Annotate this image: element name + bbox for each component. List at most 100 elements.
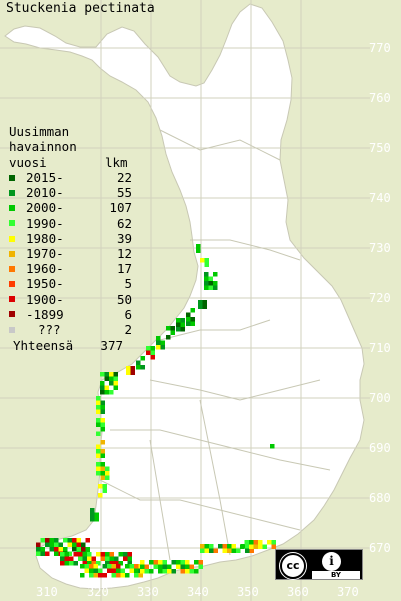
cc-icon: cc: [280, 553, 306, 579]
observation-cell: [85, 538, 90, 543]
observation-cell: [109, 376, 114, 381]
observation-cell: [78, 552, 83, 557]
observation-cell: [54, 547, 59, 552]
observation-cell: [82, 556, 87, 561]
observation-cell: [236, 548, 241, 553]
observation-cell: [140, 356, 145, 361]
observation-cell: [81, 542, 86, 547]
observation-cell: [249, 544, 254, 549]
observation-cell: [109, 552, 114, 557]
observation-cell: [213, 285, 218, 290]
legend-count: 12: [116, 246, 132, 262]
observation-cell: [36, 542, 41, 547]
observation-cell: [190, 317, 195, 322]
cc-by-license-badge[interactable]: cc i BY: [275, 549, 363, 580]
observation-cell: [107, 568, 112, 573]
observation-cell: [249, 548, 254, 553]
observation-cell: [170, 326, 175, 331]
x-tick-label: 350: [237, 585, 259, 599]
observation-cell: [153, 560, 158, 565]
observation-cell: [245, 544, 250, 549]
legend-label: 2000-: [26, 200, 64, 216]
observation-cell: [107, 564, 112, 569]
observation-cell: [158, 560, 163, 565]
observation-cell: [202, 304, 207, 309]
observation-cell: [156, 340, 161, 345]
observation-cell: [100, 449, 105, 454]
observation-cell: [227, 544, 232, 549]
observation-cell: [271, 544, 276, 549]
observation-cell: [253, 544, 258, 549]
observation-cell: [167, 564, 172, 569]
y-tick-label: 680: [369, 491, 391, 505]
observation-cell: [218, 544, 223, 549]
observation-cell: [105, 561, 110, 566]
observation-cell: [150, 350, 155, 355]
observation-cell: [64, 552, 69, 557]
observation-cell: [45, 551, 50, 556]
observation-cell: [200, 548, 205, 553]
observation-cell: [150, 355, 155, 360]
y-tick-label: 670: [369, 541, 391, 555]
observation-cell: [140, 560, 145, 565]
observation-cell: [204, 548, 209, 553]
observation-cell: [150, 346, 155, 351]
observation-cell: [209, 544, 214, 549]
observation-cell: [146, 346, 151, 351]
observation-cell: [49, 547, 54, 552]
observation-cell: [189, 569, 194, 574]
legend-item: 1990- 62: [9, 216, 132, 231]
observation-cell: [40, 547, 45, 552]
observation-cell: [96, 431, 101, 436]
observation-cell: [36, 551, 41, 556]
observation-cell: [96, 418, 101, 423]
legend-count: 62: [116, 215, 132, 231]
observation-cell: [87, 552, 92, 557]
observation-cell: [158, 564, 163, 569]
legend-count: 50: [116, 291, 132, 307]
legend-swatch: [9, 235, 15, 242]
observation-cell: [90, 512, 95, 517]
observation-cell: [185, 564, 190, 569]
observation-cell: [180, 322, 185, 327]
observation-cell: [162, 569, 167, 574]
observation-cell: [180, 327, 185, 332]
x-tick-label: 360: [287, 585, 309, 599]
observation-cell: [127, 561, 132, 566]
legend-total-label: Yhteensä: [13, 338, 74, 354]
observation-cell: [208, 285, 213, 290]
observation-cell: [93, 573, 98, 578]
observation-cell: [198, 300, 203, 305]
observation-cell: [200, 258, 205, 263]
observation-cell: [96, 471, 101, 476]
legend-item: 1960- 17: [9, 261, 132, 276]
observation-cell: [98, 573, 103, 578]
species-title: Stuckenia pectinata: [6, 1, 155, 16]
observation-cell: [116, 564, 121, 569]
legend-count: 55: [116, 185, 132, 201]
observation-cell: [118, 552, 123, 557]
observation-cell: [213, 272, 218, 277]
observation-cell: [84, 564, 89, 569]
observation-cell: [196, 248, 201, 253]
observation-cell: [100, 466, 105, 471]
observation-cell: [45, 538, 50, 543]
observation-cell: [89, 573, 94, 578]
legend-item: ??? 2: [9, 322, 132, 337]
observation-cell: [72, 538, 77, 543]
observation-cell: [100, 381, 105, 386]
observation-cell: [76, 538, 81, 543]
observation-cell: [116, 568, 121, 573]
observation-cell: [162, 564, 167, 569]
y-tick-label: 730: [369, 241, 391, 255]
x-tick-label: 340: [187, 585, 209, 599]
observation-cell: [113, 385, 118, 390]
observation-cell: [96, 396, 101, 401]
observation-cell: [60, 561, 65, 566]
observation-cell: [58, 547, 63, 552]
observation-cell: [158, 569, 163, 574]
observation-cell: [166, 326, 171, 331]
observation-cell: [69, 561, 74, 566]
observation-cell: [113, 381, 118, 386]
